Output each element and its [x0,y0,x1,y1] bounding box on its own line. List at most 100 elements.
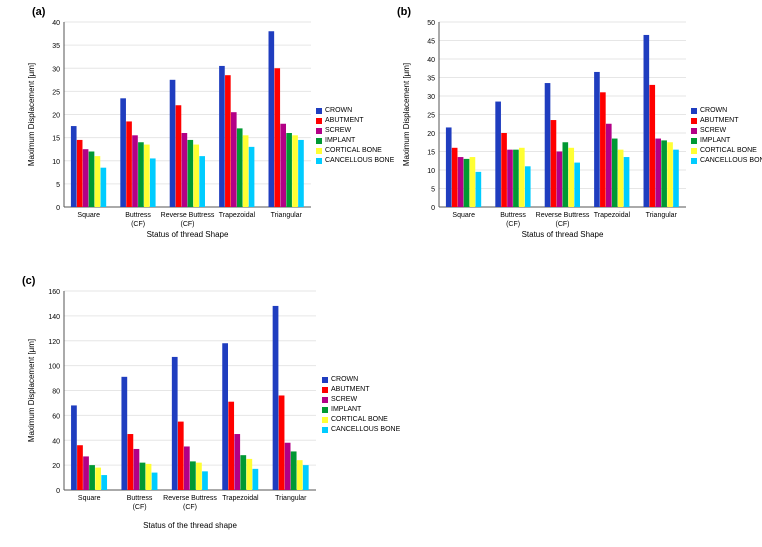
ytick-label: 0 [431,205,435,212]
bar [252,469,258,490]
legend-item: CORTICAL BONE [322,415,400,425]
bar [644,35,650,207]
legend-swatch [691,138,697,144]
bar [77,140,83,207]
legend-item: IMPLANT [322,405,400,415]
bar [231,112,237,207]
xtick-label: (CF) [556,221,570,228]
xtick-label: Trapezoidal [222,495,259,502]
bar [202,471,208,490]
bar [291,451,297,490]
bar [234,434,240,490]
panel-b: (b) 05101520253035404550SquareButtress(C… [395,6,762,251]
xtick-label: Trapezoidal [594,212,631,219]
bar [273,306,279,490]
bar [612,139,618,207]
y-axis-title: Maximum Displacement [μm] [27,339,36,442]
bar [152,473,158,490]
ytick-label: 15 [427,150,435,157]
ytick-label: 10 [427,168,435,175]
legend-label: SCREW [325,126,351,136]
bar [178,422,184,490]
legend-label: ABUTMENT [325,116,364,126]
legend-label: CROWN [331,375,358,385]
legend-swatch [322,377,328,383]
bar [83,149,89,207]
ytick-label: 40 [52,20,60,27]
bar [89,465,95,490]
legend-item: CROWN [691,106,762,116]
panel-a-label: (a) [32,6,45,18]
xtick-label: Reverse Buttress [536,212,590,219]
bar [71,126,77,207]
ytick-label: 60 [52,413,60,420]
bar [190,461,196,490]
xtick-label: Triangular [646,212,678,219]
bar [77,445,83,490]
x-axis-title: Status of thread Shape [522,230,604,239]
legend-b: CROWNABUTMENTSCREWIMPLANTCORTICAL BONECA… [691,106,762,166]
chart-b: 05101520253035404550SquareButtress(CF)Re… [395,6,690,251]
xtick-label: Trapezoidal [219,212,256,219]
ytick-label: 30 [427,94,435,101]
bar [507,150,513,207]
bar [71,405,77,490]
bar [176,105,182,207]
panel-a: (a) 0510152025303540SquareButtress(CF)Re… [20,6,390,251]
xtick-label: Reverse Buttress [161,212,215,219]
legend-item: CANCELLOUS BONE [691,156,762,166]
ytick-label: 100 [48,364,60,371]
ytick-label: 45 [427,39,435,46]
legend-label: CROWN [700,106,727,116]
ytick-label: 120 [48,339,60,346]
bar [146,464,152,490]
bar [292,135,298,207]
legend-label: CANCELLOUS BONE [325,156,394,166]
legend-label: IMPLANT [325,136,355,146]
panel-b-label: (b) [397,6,411,18]
legend-item: SCREW [691,126,762,136]
legend-label: SCREW [700,126,726,136]
ytick-label: 140 [48,314,60,321]
legend-swatch [316,118,322,124]
legend-label: ABUTMENT [700,116,739,126]
bar [199,156,205,207]
legend-item: CROWN [316,106,394,116]
bar [172,357,178,490]
legend-item: CROWN [322,375,400,385]
ytick-label: 10 [52,159,60,166]
bar [568,148,574,207]
legend-label: IMPLANT [700,136,730,146]
bar [225,75,231,207]
legend-label: CORTICAL BONE [325,146,382,156]
bar [594,72,600,207]
bar [196,463,202,490]
chart-c: 020406080100120140160SquareButtress(CF)R… [20,275,320,540]
bar [624,157,630,207]
legend-item: SCREW [322,395,400,405]
bar [138,142,144,207]
ytick-label: 35 [52,43,60,50]
bar [246,459,252,490]
bar [661,140,667,207]
legend-label: CANCELLOUS BONE [331,425,400,435]
xtick-label: Reverse Buttress [163,495,217,502]
bar [89,152,95,208]
legend-swatch [322,397,328,403]
legend-item: ABUTMENT [691,116,762,126]
legend-label: CORTICAL BONE [331,415,388,425]
legend-swatch [316,128,322,134]
bar [249,147,255,207]
bar [83,456,89,490]
panel-c-label: (c) [22,275,35,287]
chart-a: 0510152025303540SquareButtress(CF)Revers… [20,6,315,251]
legend-item: ABUTMENT [316,116,394,126]
ytick-label: 5 [431,187,435,194]
bar [182,133,188,207]
legend-label: SCREW [331,395,357,405]
bar [618,150,624,207]
xtick-label: Triangular [275,495,307,502]
ytick-label: 50 [427,20,435,27]
ytick-label: 20 [427,131,435,138]
bar [606,124,612,207]
